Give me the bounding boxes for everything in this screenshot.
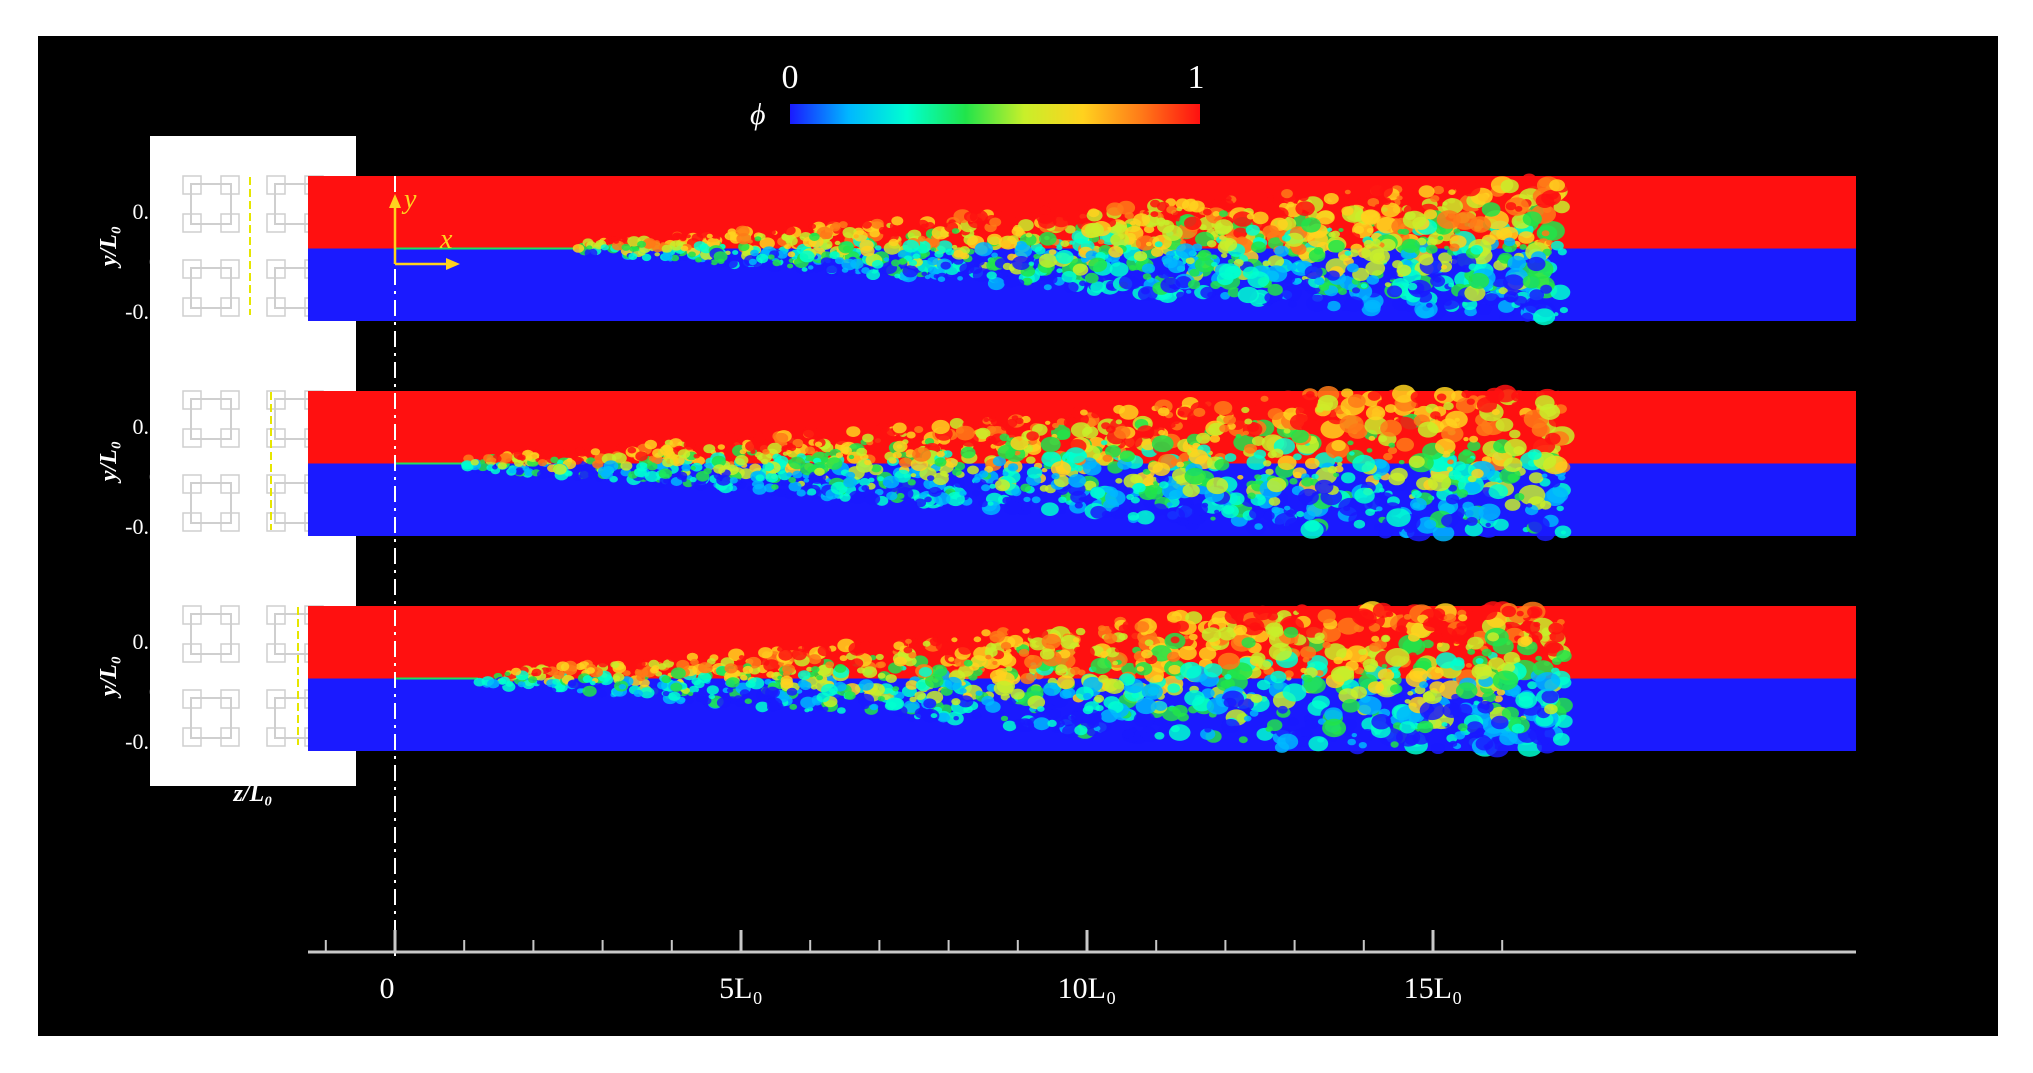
figure-canvas: ϕ 0 1 0.5 0 -0.5 -0.5 0 0.5 y/L₀ z/L₀ 0.5 0 -0.5 -0… — [96, 59, 1856, 1005]
inset-3: 0.5 0 -0.5 -0.5 0 0.5 y/L₀ z/L₀ — [96, 566, 356, 807]
contour-panels — [308, 173, 1856, 758]
mixing-layer — [572, 173, 1571, 326]
colorbar-symbol: ϕ — [750, 98, 766, 131]
y-arrow-head — [389, 194, 401, 208]
coordinate-arrows: y x — [389, 184, 460, 270]
inset-ytick-label: 0.5 — [133, 414, 161, 439]
inset-cross-sections: 0.50-0.5-0.5 0 0.5y/L₀z/L₀0.50-0.5-0.5 0 0.5… — [96, 136, 356, 807]
inset-ytick-label: 0.5 — [133, 199, 161, 224]
contour-panel-1 — [308, 173, 1856, 326]
x-axis-label: 0 — [380, 972, 395, 1005]
x-axis-ticks — [324, 930, 1504, 952]
inset-xtick-label: 0.5 — [286, 325, 314, 350]
inset-ytick-label: -0.5 — [125, 729, 160, 754]
colorbar-min-label: 0 — [782, 59, 799, 96]
x-axis-label: 10L₀ — [1058, 972, 1117, 1005]
mixing-layer — [461, 384, 1575, 542]
y-arrow-label: y — [401, 184, 417, 215]
x-axis-label: 15L₀ — [1404, 972, 1463, 1005]
inset-ytick-label: -0.5 — [125, 514, 160, 539]
inset-xtick-label: 0 — [249, 325, 260, 350]
inset-xtick-label: -0.5 — [191, 540, 226, 565]
mixing-layer — [473, 601, 1573, 758]
inset-xtick-label: 0.5 — [286, 540, 314, 565]
inset-2: 0.50-0.5-0.5 0 0.5y/L₀z/L₀ — [96, 351, 356, 592]
inset-xtick-label: 0 — [249, 755, 260, 780]
inset-ylabel: y/L₀ — [96, 441, 122, 484]
inset-ylabel: y/L₀ — [96, 226, 122, 269]
inset-ytick-label: -0.5 — [125, 299, 160, 324]
colorbar-gradient — [790, 104, 1200, 124]
inset-ytick-label: 0.5 — [133, 629, 161, 654]
x-arrow-label: x — [439, 224, 453, 255]
inset-xtick-label: 0 — [249, 540, 260, 565]
x-arrow-head — [446, 258, 460, 270]
contour-panel-2 — [308, 384, 1856, 542]
inset-xtick-label: 0.5 — [286, 755, 314, 780]
x-axis-label: 5L₀ — [719, 972, 763, 1005]
inset-xlabel: z/L₀ — [232, 781, 272, 807]
inset-ytick-label: 0 — [149, 679, 160, 704]
inset-xtick-label: -0.5 — [191, 755, 226, 780]
inset-xtick-label: -0.5 — [191, 325, 226, 350]
colorbar-max-label: 1 — [1188, 59, 1205, 96]
inset-ytick-label: 0 — [149, 464, 160, 489]
contour-panel-3 — [308, 601, 1856, 758]
inset-ytick-label: 0 — [149, 249, 160, 274]
x-axis-labels: 0 5L₀ 10L₀ 15L₀ — [380, 972, 1463, 1005]
inset-1: 0.50-0.5-0.5 0 0.5y/L₀z/L₀ — [96, 136, 356, 377]
x-axis: 0 5L₀ 10L₀ 15L₀ — [308, 930, 1856, 1005]
colorbar: ϕ 0 1 — [750, 59, 1205, 131]
figure: ϕ 0 1 0.5 0 -0.5 -0.5 0 0.5 y/L₀ z/L₀ 0.5 0 -0.5 -0… — [38, 36, 1998, 1036]
inset-ylabel: y/L₀ — [96, 656, 122, 699]
